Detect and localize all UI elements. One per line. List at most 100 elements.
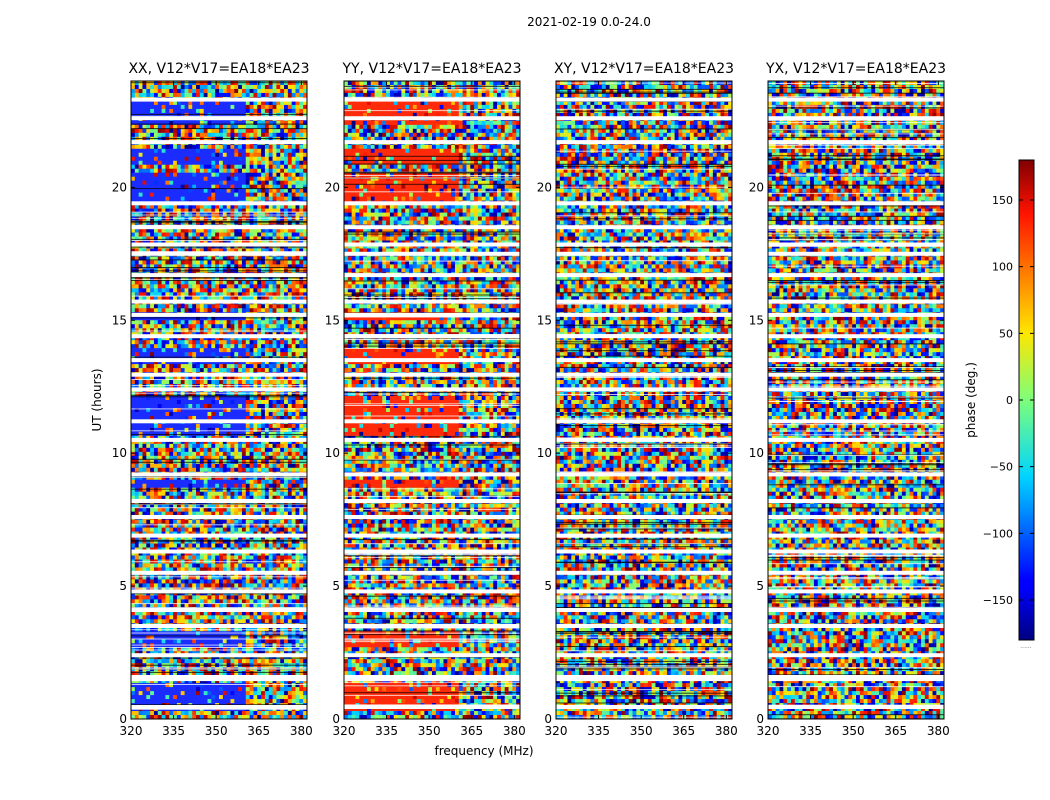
- x-axis-label: frequency (MHz): [434, 744, 533, 758]
- y-tick-label: 5: [544, 579, 552, 593]
- x-tick-label: 365: [884, 724, 907, 738]
- flagged-row: [131, 387, 307, 392]
- flagged-row: [768, 677, 944, 682]
- flagged-row: [556, 201, 732, 206]
- flagged-row: [131, 242, 307, 247]
- flagged-row: [768, 624, 944, 628]
- x-tick-label: 350: [418, 724, 441, 738]
- flagged-row: [768, 549, 944, 554]
- panel-frame: [767, 80, 945, 720]
- x-tick-label: 320: [757, 724, 780, 738]
- y-tick-label: 20: [112, 180, 127, 194]
- flagged-row: [344, 675, 520, 679]
- flagged-row: [131, 608, 307, 612]
- flagged-row: [344, 608, 520, 612]
- y-tick-label: 5: [332, 579, 340, 593]
- flagged-row: [131, 675, 307, 679]
- flagged-row: [768, 242, 944, 247]
- flagged-row: [556, 533, 732, 538]
- x-tick-label: 335: [587, 724, 610, 738]
- flagged-row: [344, 387, 520, 392]
- x-tick-label: 380: [927, 724, 950, 738]
- y-tick-label: 20: [749, 180, 764, 194]
- flagged-row: [131, 299, 307, 304]
- flagged-row: [344, 358, 520, 363]
- panel-frame: [343, 80, 521, 720]
- flagged-row: [556, 312, 732, 317]
- flagged-row: [768, 116, 944, 121]
- x-tick-label: 380: [503, 724, 526, 738]
- flagged-row: [556, 677, 732, 682]
- flagged-row: [768, 358, 944, 363]
- flagged-row: [556, 499, 732, 503]
- flagged-row: [556, 299, 732, 304]
- flagged-row: [131, 251, 307, 256]
- flagged-row: [556, 140, 732, 145]
- panel-2: YY, V12*V17=EA18*EA23 320 335 350 365 380 0 5 10…: [325, 61, 526, 738]
- flagged-row: [344, 372, 520, 377]
- flagged-row: [768, 140, 944, 145]
- phase-heatmap: [768, 81, 944, 719]
- flagged-row: [768, 705, 944, 709]
- y-tick-label: 0: [756, 712, 764, 726]
- flagged-row: [344, 299, 520, 304]
- flagged-row: [768, 608, 944, 612]
- x-tick-label: 335: [799, 724, 822, 738]
- flagged-row: [556, 472, 732, 477]
- flagged-row: [768, 533, 944, 538]
- flagged-row: [131, 273, 307, 278]
- flagged-row: [131, 570, 307, 575]
- figure-title: 2021-02-19 0.0-24.0: [527, 15, 651, 29]
- flagged-row: [131, 515, 307, 519]
- flagged-row: [344, 334, 520, 339]
- y-tick-label: 15: [325, 313, 340, 327]
- flagged-row: [344, 653, 520, 658]
- flagged-row: [556, 608, 732, 612]
- flagged-row: [768, 499, 944, 503]
- y-tick-label: 15: [537, 313, 552, 327]
- colorbar-tick-label: −150: [983, 594, 1013, 607]
- flagged-row: [768, 372, 944, 377]
- flagged-row: [344, 499, 520, 503]
- flagged-row: [344, 116, 520, 121]
- flagged-row: [344, 533, 520, 538]
- flagged-row: [556, 419, 732, 424]
- flagged-row: [131, 549, 307, 554]
- flagged-row: [556, 589, 732, 594]
- panels: XX, V12*V17=EA18*EA23 320 335 350 365 380 0 5 10…: [112, 61, 950, 738]
- colorbar-tick-label: 50: [999, 327, 1013, 340]
- colorbar-tick-label: 100: [992, 261, 1013, 274]
- flagged-row: [768, 589, 944, 594]
- flagged-row: [344, 570, 520, 575]
- flagged-row: [768, 251, 944, 256]
- flagged-row: [768, 312, 944, 317]
- flagged-row: [344, 312, 520, 317]
- y-tick-label: 15: [749, 313, 764, 327]
- flagged-row: [556, 387, 732, 392]
- flagged-row: [556, 225, 732, 230]
- panel-frame: [130, 80, 308, 720]
- flagged-row: [768, 515, 944, 519]
- y-tick-label: 10: [112, 446, 127, 460]
- flagged-row: [131, 358, 307, 363]
- flagged-row: [768, 201, 944, 206]
- colorbar-tick-label: −100: [983, 527, 1013, 540]
- panel-frame: [555, 80, 733, 720]
- flagged-row: [131, 116, 307, 121]
- flagged-row: [131, 705, 307, 709]
- x-tick-label: 365: [672, 724, 695, 738]
- flagged-row: [768, 570, 944, 575]
- flagged-row: [556, 242, 732, 247]
- y-tick-label: 20: [537, 180, 552, 194]
- y-tick-label: 10: [749, 446, 764, 460]
- flagged-row: [344, 437, 520, 442]
- flagged-row: [344, 589, 520, 594]
- flagged-row: [344, 242, 520, 247]
- flagged-row: [768, 675, 944, 679]
- x-tick-label: 335: [375, 724, 398, 738]
- flagged-row: [131, 653, 307, 658]
- colorbar-label: phase (deg.): [964, 362, 978, 438]
- flagged-row: [768, 419, 944, 424]
- flagged-row: [131, 97, 307, 102]
- flagged-row: [131, 624, 307, 628]
